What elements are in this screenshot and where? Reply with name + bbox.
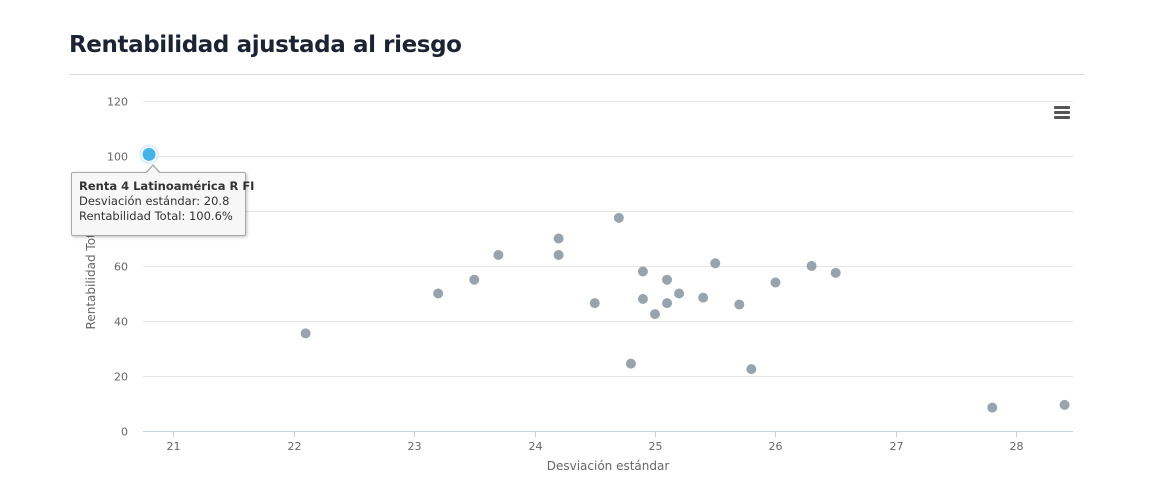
y-tick-label: 120 [107,96,128,109]
data-point[interactable] [589,298,600,309]
data-point[interactable] [734,299,745,310]
y-axis-ticks: 020406080100120 [107,96,128,439]
data-point[interactable] [433,288,444,299]
data-point[interactable] [637,294,648,304]
x-tick-label: 21 [167,440,181,453]
data-point[interactable] [493,250,504,260]
y-axis-label: Rentabilidad Total [84,223,98,330]
data-point[interactable] [1059,399,1070,410]
data-point[interactable] [649,309,660,320]
x-axis-label: Desviación estándar [547,459,670,473]
hamburger-icon [1054,106,1070,109]
tooltip-x-value: Desviación estándar: 20.8 [79,194,230,208]
data-point[interactable] [806,261,817,271]
data-point[interactable] [770,277,781,288]
y-tick-label: 40 [114,316,128,329]
data-point[interactable] [662,274,673,285]
page-title: Rentabilidad ajustada al riesgo [69,32,462,58]
data-point[interactable] [625,358,636,369]
x-tick-label: 22 [288,440,302,453]
data-point[interactable] [613,212,624,223]
data-point[interactable] [830,267,841,278]
grid-lines [143,101,1073,432]
y-tick-label: 20 [114,371,128,384]
x-axis-ticks: 21 22 23 24 25 26 27 28 [167,431,1024,453]
data-point[interactable] [300,328,311,339]
hamburger-icon-bottom [1054,116,1070,119]
data-point[interactable] [698,292,709,303]
data-points [139,144,1070,413]
tooltip-y-value: Rentabilidad Total: 100.6% [79,209,233,223]
y-tick-label: 60 [114,261,128,274]
data-point[interactable] [710,258,721,269]
x-tick-label: 24 [529,440,543,453]
data-point[interactable] [553,250,564,260]
x-tick-label: 25 [649,440,663,453]
data-point[interactable] [662,298,673,309]
data-point-highlighted[interactable] [141,146,157,162]
data-point[interactable] [987,402,998,413]
data-point[interactable] [674,288,685,299]
hamburger-icon-middle [1054,111,1070,114]
x-tick-label: 26 [769,440,783,453]
point-tooltip: Renta 4 Latinoamérica R FI Desviación es… [71,172,255,236]
tooltip-series-name: Renta 4 Latinoamérica R FI [79,179,255,193]
y-tick-label: 0 [121,426,128,439]
y-tick-label: 100 [107,151,128,164]
x-tick-label: 27 [890,440,904,453]
tooltip-arrow-fill [146,166,160,174]
x-tick-label: 23 [408,440,422,453]
data-point[interactable] [553,233,564,244]
chart-menu-button[interactable] [1050,102,1074,124]
data-point[interactable] [746,364,757,375]
title-divider [69,74,1084,75]
data-point[interactable] [469,274,480,285]
x-tick-label: 28 [1010,440,1024,453]
data-point[interactable] [637,266,648,277]
